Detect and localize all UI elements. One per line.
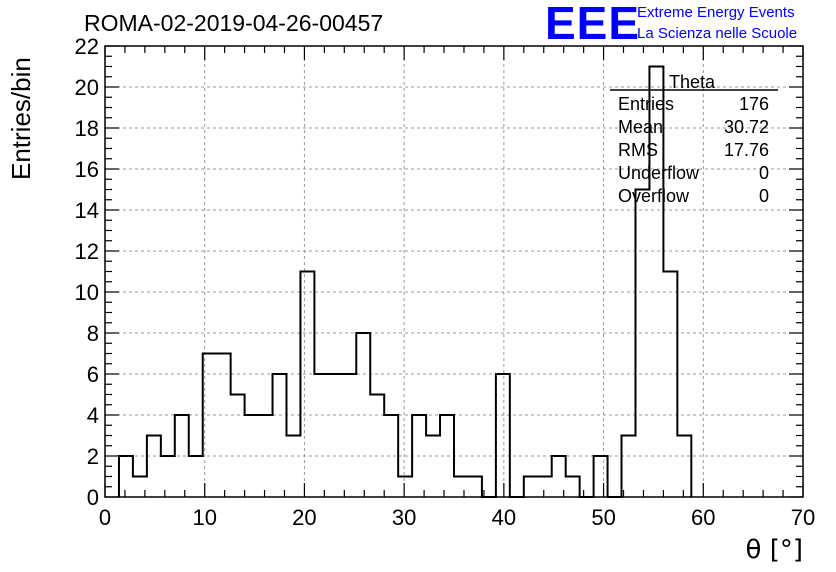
stats-row-value: 17.76: [724, 140, 769, 160]
eee-logo: EEE: [545, 0, 641, 49]
stats-row-value: 30.72: [724, 117, 769, 137]
histogram-bin: [147, 436, 161, 498]
histogram-bin: [342, 374, 356, 497]
x-tick-label: 60: [691, 505, 715, 530]
histogram-bin: [314, 374, 328, 497]
stats-row-label: RMS: [618, 140, 658, 160]
histogram-bin: [663, 272, 677, 498]
x-axis-label: θ [°]: [746, 535, 803, 565]
histogram-bin: [454, 477, 468, 498]
y-tick-label: 16: [75, 157, 99, 182]
y-tick-label: 0: [87, 485, 99, 510]
histogram-bin: [635, 190, 649, 498]
x-tick-label: 20: [292, 505, 316, 530]
y-axis-label: Entries/bin: [6, 57, 36, 180]
stats-box: Theta Entries 176 Mean 30.72 RMS 17.76 Underfl…: [610, 72, 778, 206]
y-tick-label: 22: [75, 34, 99, 59]
histogram-bin: [328, 374, 342, 497]
histogram-bin: [273, 374, 287, 497]
logo-line-1: Extreme Energy Events: [637, 4, 795, 21]
histogram-bin: [398, 477, 412, 498]
stats-row-label: Underflow: [618, 163, 700, 183]
y-tick-label: 10: [75, 280, 99, 305]
histogram-bin: [259, 415, 273, 497]
y-tick-label: 4: [87, 403, 99, 428]
histogram-bin: [538, 477, 552, 498]
logo-line-2: La Scienza nelle Scuole: [637, 25, 798, 42]
histogram-bin: [119, 456, 133, 497]
histogram-bin: [217, 354, 231, 498]
histogram-bin: [161, 456, 175, 497]
x-tick-label: 40: [492, 505, 516, 530]
y-tick-label: 18: [75, 116, 99, 141]
histogram-bin: [622, 436, 636, 498]
stats-row-label: Entries: [618, 94, 674, 114]
histogram-bin: [189, 456, 203, 497]
y-tick-label: 6: [87, 362, 99, 387]
x-tick-label: 70: [791, 505, 815, 530]
histogram-bin: [594, 456, 608, 497]
histogram-bin: [384, 415, 398, 497]
stats-row-value: 176: [739, 94, 769, 114]
histogram-bin: [286, 436, 300, 498]
histogram-outline: [117, 65, 693, 498]
x-tick-label: 50: [591, 505, 615, 530]
histogram-bin: [524, 477, 538, 498]
y-axis-ticks: 0 2 4 6 8 10 12 14 16 18 20 22: [75, 34, 803, 510]
histogram-bin: [175, 415, 189, 497]
stats-row-label: Mean: [618, 117, 663, 137]
histogram-bin: [426, 436, 440, 498]
x-axis-ticks: 0 10 20 30 40 50 60 70: [99, 46, 815, 530]
x-tick-label: 30: [392, 505, 416, 530]
histogram-bin: [468, 477, 482, 498]
histogram-bin: [496, 374, 510, 497]
stats-row-value: 0: [759, 163, 769, 183]
stats-box-title: Theta: [669, 72, 716, 92]
histogram-bin: [677, 436, 691, 498]
y-tick-label: 14: [75, 198, 99, 223]
stats-row-label: Overflow: [618, 186, 690, 206]
histogram-bin: [370, 395, 384, 498]
y-tick-label: 8: [87, 321, 99, 346]
histogram-title: ROMA-02-2019-04-26-00457: [84, 10, 384, 36]
x-tick-label: 10: [192, 505, 216, 530]
histogram-bars: [117, 65, 693, 498]
y-tick-label: 12: [75, 239, 99, 264]
histogram-bin: [566, 477, 580, 498]
histogram-bin: [231, 395, 245, 498]
x-tick-label: 0: [99, 505, 111, 530]
y-tick-label: 20: [75, 75, 99, 100]
stats-row-value: 0: [759, 186, 769, 206]
histogram-bin: [300, 272, 314, 498]
y-tick-label: 2: [87, 444, 99, 469]
